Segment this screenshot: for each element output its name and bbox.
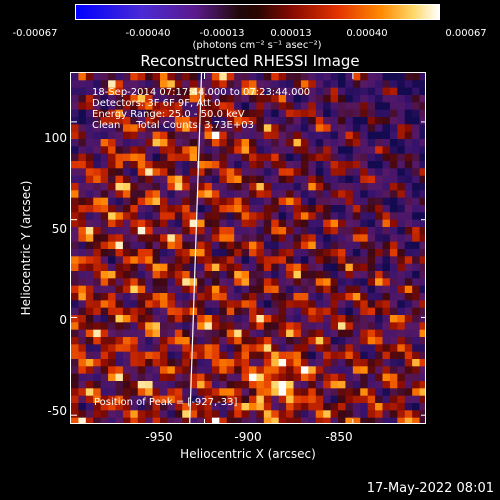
- x-tick-label: -900: [234, 430, 262, 444]
- colorbar: [75, 4, 440, 20]
- heatmap-pixels: [71, 73, 425, 423]
- chart-title: Reconstructed RHESSI Image: [140, 52, 360, 70]
- colorbar-tick-label: 0.00067: [445, 28, 487, 39]
- render-timestamp: 17-May-2022 08:01: [366, 481, 494, 496]
- plot-area: 18-Sep-2014 07:17:44.000 to 07:23:44.000…: [70, 72, 426, 424]
- annotation-energy-range: Energy Range: 25.0 - 50.0 keV: [92, 109, 245, 120]
- annotation-time-range: 18-Sep-2014 07:17:44.000 to 07:23:44.000: [92, 87, 311, 98]
- x-tick-label: -950: [145, 430, 173, 444]
- y-axis-label: Heliocentric Y (arcsec): [19, 180, 33, 316]
- y-tick-label: 100: [44, 131, 67, 145]
- colorbar-units: (photons cm⁻² s⁻¹ asec⁻²): [192, 40, 322, 51]
- y-tick-label: 50: [51, 222, 67, 236]
- colorbar-tick-label: 0.00040: [346, 28, 388, 39]
- x-tick-label: -850: [325, 430, 353, 444]
- y-tick-label: -50: [47, 404, 67, 418]
- heatmap-image: [71, 73, 425, 423]
- x-axis-label: Heliocentric X (arcsec): [180, 447, 316, 461]
- y-tick-label: 0: [59, 313, 67, 327]
- colorbar-tick-label: -0.00013: [199, 28, 245, 39]
- colorbar-tick-label: -0.00067: [12, 28, 58, 39]
- colorbar-tick-label: 0.00013: [270, 28, 312, 39]
- peak-position-label: Position of Peak = [-927,-33]: [94, 397, 238, 408]
- annotation-detectors: Detectors: 3F 6F 9F, Att 0: [92, 98, 221, 109]
- solar-limb-line: [189, 73, 203, 423]
- colorbar-tick-label: -0.00040: [125, 28, 171, 39]
- annotation-counts: Clean Total Counts: 3.73E+03: [92, 120, 254, 131]
